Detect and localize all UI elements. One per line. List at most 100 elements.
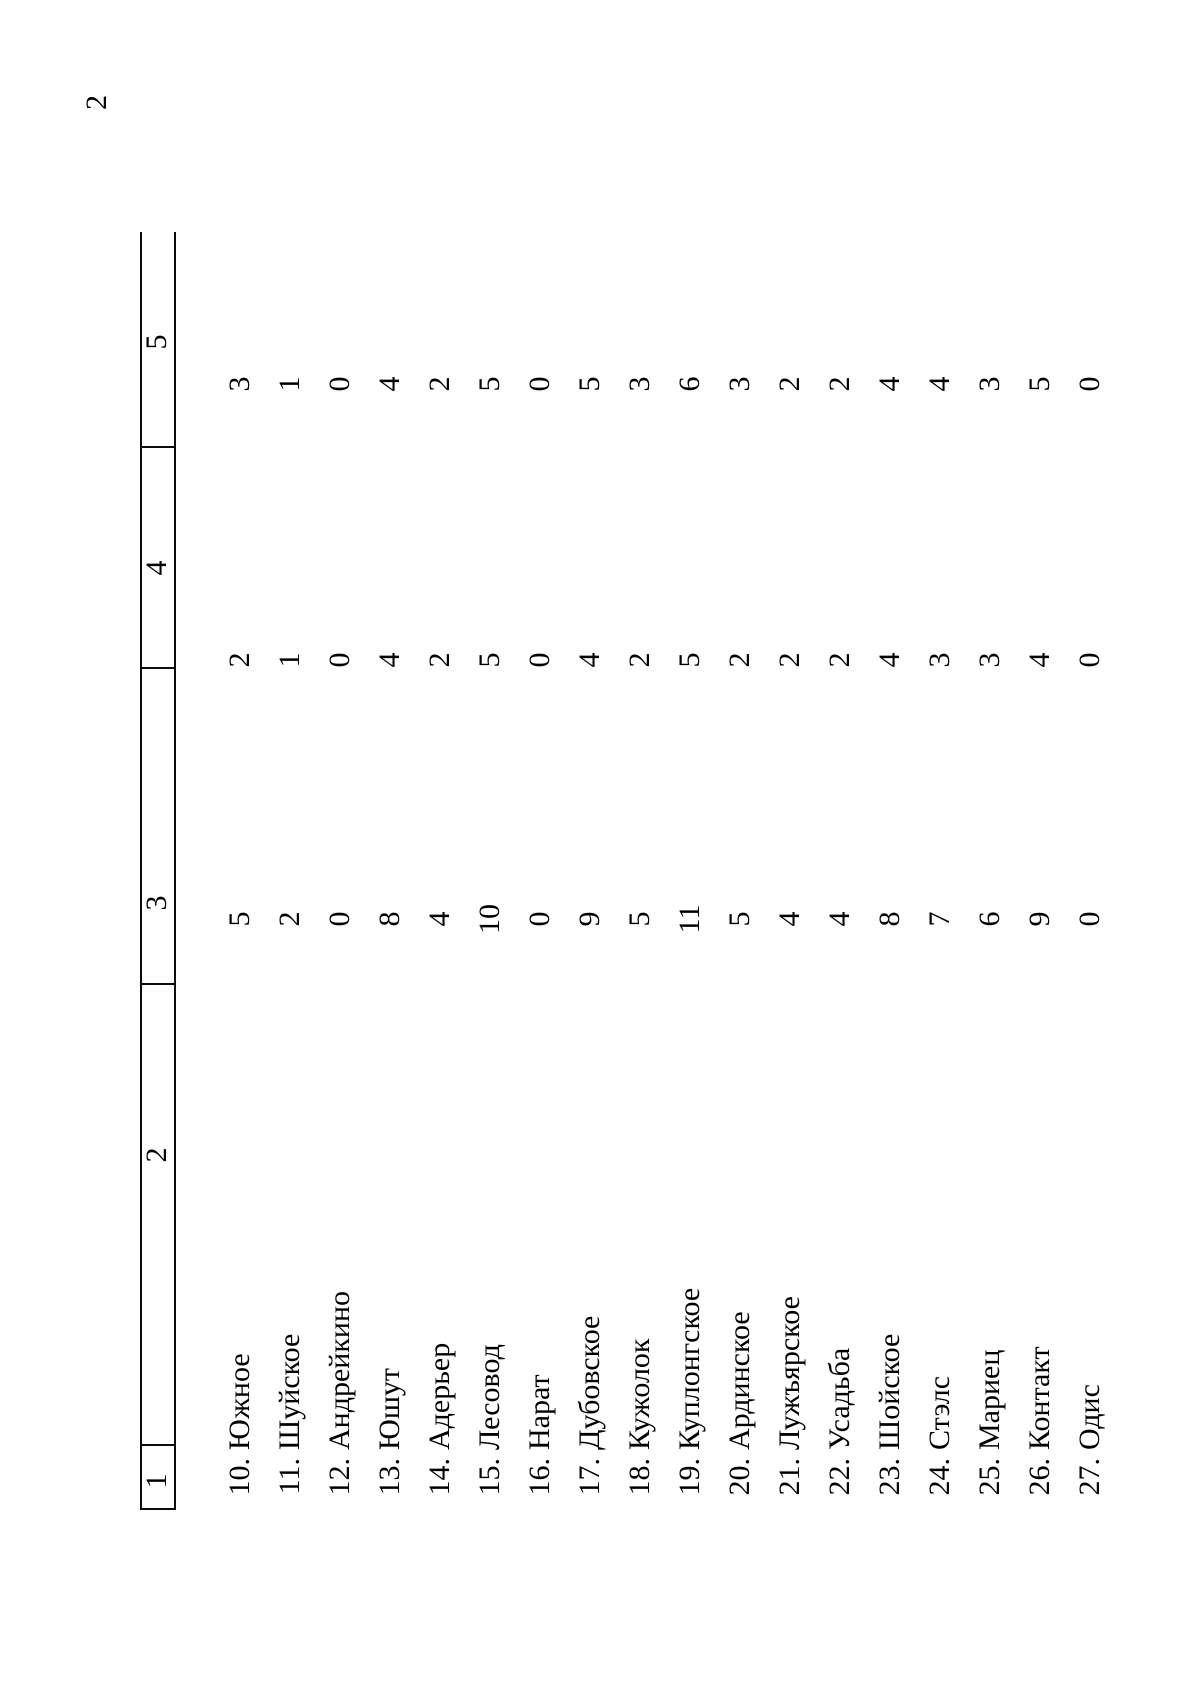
cell-value: 3 bbox=[623, 376, 656, 392]
cell-value: 8 bbox=[373, 911, 406, 927]
row-value-cell-3: 0 bbox=[315, 673, 365, 989]
row-name-cell: Куплонгское bbox=[673, 1287, 706, 1450]
cell-value: 0 bbox=[1073, 652, 1106, 668]
cell-value: 2 bbox=[773, 376, 806, 392]
cell-value: 7 bbox=[923, 911, 956, 927]
row-number-cell: 19. bbox=[673, 1458, 706, 1496]
table-row: 13. Юшут 8 4 4 bbox=[365, 232, 415, 1510]
table-row: 16. Нарат 0 0 0 bbox=[515, 232, 565, 1510]
row-value-cell-4: 2 bbox=[215, 452, 265, 673]
table-row: 24. Стэлс 7 3 4 bbox=[915, 232, 965, 1510]
cell-value: 2 bbox=[823, 652, 856, 668]
row-name-cell: Адерьер bbox=[423, 1342, 456, 1450]
cell-value: 0 bbox=[523, 652, 556, 668]
row-value-cell-5: 3 bbox=[965, 236, 1015, 452]
row-number-cell: 21. bbox=[773, 1458, 806, 1496]
table-row: 26. Контакт 9 4 5 bbox=[1015, 232, 1065, 1510]
row-value-cell-3: 9 bbox=[1015, 673, 1065, 989]
row-number-cell: 23. bbox=[873, 1458, 906, 1496]
row-number-cell: 12. bbox=[323, 1458, 356, 1496]
row-value-cell-5: 3 bbox=[715, 236, 765, 452]
row-number-cell: 11. bbox=[273, 1458, 306, 1495]
row-value-cell-3: 8 bbox=[865, 673, 915, 989]
row-value-cell-5: 2 bbox=[415, 236, 465, 452]
table-row: 12. Андрейкино 0 0 0 bbox=[315, 232, 365, 1510]
row-value-cell-4: 4 bbox=[1015, 452, 1065, 673]
column-header-label: 4 bbox=[139, 560, 173, 576]
cell-value: 8 bbox=[873, 911, 906, 927]
cell-value: 5 bbox=[1023, 376, 1056, 392]
cell-value: 5 bbox=[673, 652, 706, 668]
cell-value: 11 bbox=[673, 904, 706, 934]
header-cell-2: 2 bbox=[139, 985, 174, 1446]
row-value-cell-3: 11 bbox=[665, 673, 715, 989]
row-name-cell: Южное bbox=[223, 1353, 256, 1450]
row-value-cell-5: 4 bbox=[915, 236, 965, 452]
column-header-label: 1 bbox=[139, 1473, 173, 1489]
cell-value: 5 bbox=[573, 376, 606, 392]
row-value-cell-4: 5 bbox=[465, 452, 515, 673]
row-value-cell-4: 3 bbox=[965, 452, 1015, 673]
cell-value: 2 bbox=[423, 376, 456, 392]
cell-value: 4 bbox=[873, 376, 906, 392]
row-value-cell-5: 4 bbox=[365, 236, 415, 452]
cell-value: 6 bbox=[673, 376, 706, 392]
cell-value: 3 bbox=[973, 652, 1006, 668]
row-value-cell-4: 2 bbox=[765, 452, 815, 673]
cell-value: 4 bbox=[373, 376, 406, 392]
row-value-cell-4: 1 bbox=[265, 452, 315, 673]
table-row: 20. Ардинское 5 2 3 bbox=[715, 232, 765, 1510]
row-value-cell-4: 2 bbox=[715, 452, 765, 673]
header-cell-5: 5 bbox=[140, 232, 174, 448]
table-row: 23. Шойское 8 4 4 bbox=[865, 232, 915, 1510]
cell-value: 4 bbox=[773, 911, 806, 927]
row-name-cell: Юшут bbox=[373, 1367, 406, 1450]
cell-value: 2 bbox=[223, 652, 256, 668]
row-name-cell: Андрейкино bbox=[323, 1290, 356, 1450]
cell-value: 2 bbox=[723, 652, 756, 668]
table-row: 18. Кужолок 5 2 3 bbox=[615, 232, 665, 1510]
row-value-cell-3: 6 bbox=[965, 673, 1015, 989]
cell-value: 1 bbox=[273, 376, 306, 392]
row-name-cell: Стэлс bbox=[923, 1375, 956, 1450]
row-value-cell-4: 2 bbox=[615, 452, 665, 673]
cell-value: 6 bbox=[973, 911, 1006, 927]
row-value-cell-4: 2 bbox=[815, 452, 865, 673]
row-value-cell-5: 0 bbox=[1065, 236, 1115, 452]
column-header-label: 2 bbox=[139, 1147, 173, 1163]
cell-value: 0 bbox=[1073, 911, 1106, 927]
row-value-cell-5: 5 bbox=[1015, 236, 1065, 452]
cell-value: 0 bbox=[523, 911, 556, 927]
row-name-cell: Нарат bbox=[523, 1374, 556, 1450]
table-row: 27. Одис 0 0 0 bbox=[1065, 232, 1115, 1510]
row-name-cell: Мариец bbox=[973, 1349, 1006, 1450]
cell-value: 0 bbox=[523, 376, 556, 392]
row-value-cell-3: 0 bbox=[515, 673, 565, 989]
cell-value: 5 bbox=[223, 911, 256, 927]
cell-value: 0 bbox=[323, 911, 356, 927]
row-value-cell-4: 4 bbox=[865, 452, 915, 673]
row-number-cell: 13. bbox=[373, 1458, 406, 1496]
cell-value: 4 bbox=[1023, 652, 1056, 668]
row-name-cell: Кужолок bbox=[623, 1338, 656, 1451]
header-cell-3: 3 bbox=[139, 669, 174, 985]
cell-value: 1 bbox=[273, 652, 306, 668]
cell-value: 9 bbox=[573, 911, 606, 927]
row-number-cell: 20. bbox=[723, 1458, 756, 1496]
row-value-cell-4: 0 bbox=[315, 452, 365, 673]
cell-value: 0 bbox=[323, 376, 356, 392]
row-value-cell-5: 2 bbox=[815, 236, 865, 452]
cell-value: 9 bbox=[1023, 911, 1056, 927]
table-row: 22. Усадьба 4 2 2 bbox=[815, 232, 865, 1510]
table-row: 11. Шуйское 2 1 1 bbox=[265, 232, 315, 1510]
cell-value: 2 bbox=[823, 376, 856, 392]
row-number-cell: 15. bbox=[473, 1458, 506, 1496]
table-row: 21. Лужъярское 4 2 2 bbox=[765, 232, 815, 1510]
row-number-cell: 17. bbox=[573, 1458, 606, 1496]
cell-value: 5 bbox=[723, 911, 756, 927]
row-value-cell-4: 0 bbox=[515, 452, 565, 673]
column-header-label: 3 bbox=[139, 895, 173, 911]
row-name-cell: Шойское bbox=[873, 1333, 906, 1450]
row-number-cell: 26. bbox=[1023, 1458, 1056, 1496]
